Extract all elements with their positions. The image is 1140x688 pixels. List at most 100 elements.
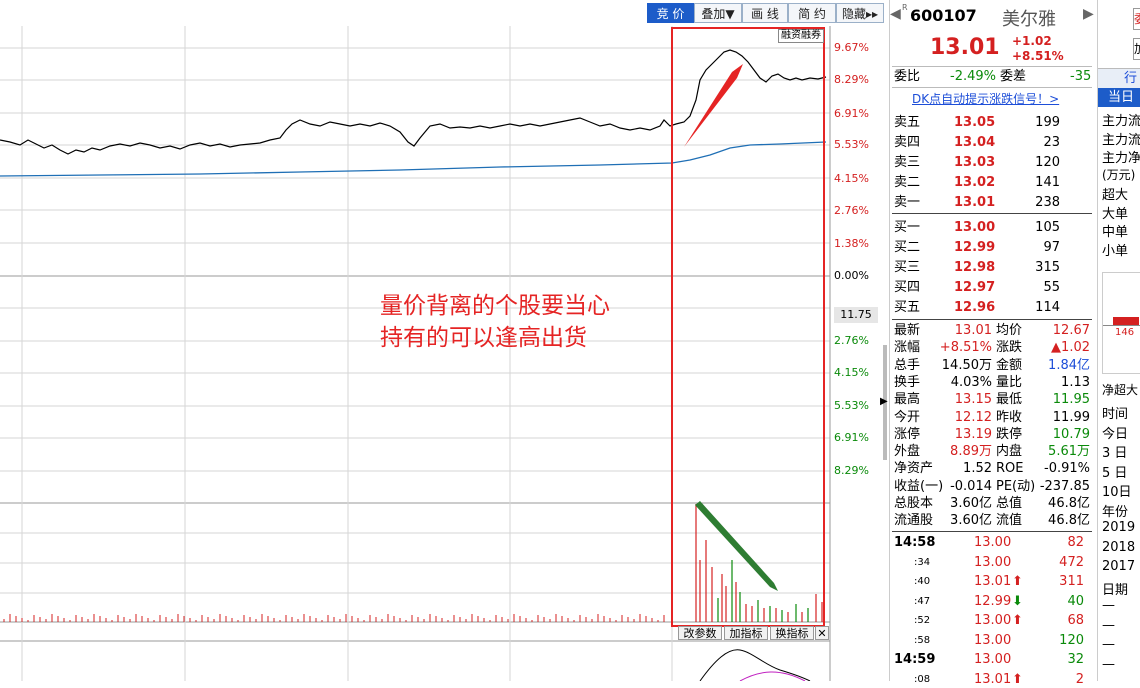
add-indicator-button[interactable]: 加指标	[724, 626, 768, 640]
stat-row: 涨停 13.19 跌停 10.79	[890, 426, 1097, 443]
order-price: 13.01	[954, 195, 996, 210]
dk-signal-link[interactable]: DK点自动提示涨跌信号！>	[912, 92, 1060, 106]
entrust-button[interactable]: 委	[1133, 8, 1140, 30]
order-volume: 141	[1035, 175, 1060, 190]
buy-order-row[interactable]: 买四 12.97 55	[890, 279, 1097, 296]
buy-order-row[interactable]: 买一 13.00 105	[890, 219, 1097, 236]
stat-value: 12.12	[954, 409, 992, 425]
tick-row: :40 13.01 ⬆ 311	[890, 573, 1097, 590]
tab-today[interactable]: 当日	[1098, 88, 1140, 107]
sell-order-row[interactable]: 卖四 13.04 23	[890, 134, 1097, 151]
period-item[interactable]: 日期	[1102, 582, 1129, 598]
order-price: 13.00	[954, 220, 996, 235]
period-item[interactable]: 5 日	[1102, 465, 1128, 481]
quote-panel: ◀ R 600107 美尔雅 ▶ 13.01 +1.02 +8.51% 委比 -…	[889, 0, 1097, 687]
stat-row: 最高 13.15 最低 11.95	[890, 391, 1097, 408]
annotation-line-1: 量价背离的个股要当心	[380, 293, 610, 319]
stat-value: 10.79	[1052, 426, 1090, 442]
fund-flow-item: 主力流	[1102, 114, 1140, 129]
period-item[interactable]: —	[1102, 676, 1115, 681]
indicator-curve	[699, 649, 811, 681]
order-volume: 23	[1043, 135, 1060, 150]
period-item[interactable]: —	[1102, 617, 1115, 633]
stat-value: 13.19	[954, 426, 992, 442]
intraday-chart[interactable]: 竞 价 叠加▼ 画 线 简 约 隐藏▸▸ 融资融券 9.67% 8.29% 6.…	[0, 0, 888, 681]
tick-direction-icon: ⬇	[1012, 593, 1023, 609]
tick-price: 13.00	[974, 535, 1012, 550]
chart-canvas[interactable]	[0, 0, 885, 681]
sell-order-row[interactable]: 卖五 13.05 199	[890, 114, 1097, 131]
tick-volume: 32	[1067, 652, 1084, 667]
period-item[interactable]: 今日	[1102, 426, 1129, 442]
order-volume: 120	[1035, 155, 1060, 170]
stat-value: -0.014	[950, 478, 992, 494]
order-volume: 315	[1035, 260, 1060, 275]
tick-price: 13.00	[974, 613, 1012, 628]
tick-volume: 2	[1075, 671, 1084, 687]
pct-label: 4.15%	[834, 172, 869, 185]
order-price: 12.97	[954, 280, 996, 295]
price-line	[0, 49, 827, 155]
sell-order-row[interactable]: 卖二 13.02 141	[890, 174, 1097, 191]
pct-label: 8.29%	[834, 73, 869, 86]
change-indicator-button[interactable]: 换指标	[770, 626, 814, 640]
order-volume: 97	[1043, 240, 1060, 255]
period-item[interactable]: —	[1102, 598, 1115, 613]
order-volume: 105	[1035, 220, 1060, 235]
net-super-large-label: 净超大	[1102, 383, 1139, 397]
period-item[interactable]: 2019	[1102, 520, 1136, 535]
weibi-row: 委比 -2.49% 委差 -35	[890, 68, 1097, 85]
prev-stock-arrow-icon[interactable]: ◀	[890, 6, 901, 22]
fund-flow-item: 主力流	[1102, 132, 1140, 148]
tick-time: :52	[914, 615, 931, 626]
hide-button[interactable]: 隐藏▸▸	[836, 3, 884, 23]
order-price: 12.98	[954, 260, 996, 275]
buy-order-row[interactable]: 买三 12.98 315	[890, 259, 1097, 276]
stat-label: 流通股	[894, 513, 934, 529]
pct-label: 4.15%	[834, 366, 869, 379]
period-item[interactable]: —	[1102, 656, 1115, 672]
annotation-line-2: 持有的可以逢高出货	[380, 325, 587, 351]
stat-value: 8.89万	[950, 444, 992, 460]
average-price-line	[0, 141, 827, 177]
period-item[interactable]: 年份	[1102, 504, 1129, 520]
collapse-arrow-icon[interactable]: ▶	[880, 396, 888, 407]
sell-order-row[interactable]: 卖一 13.01 238	[890, 194, 1097, 211]
period-item[interactable]: —	[1102, 637, 1115, 652]
period-item[interactable]: 2017	[1102, 559, 1136, 574]
tick-row: 14:58 13.00 82	[890, 534, 1097, 551]
next-stock-arrow-icon[interactable]: ▶	[1083, 6, 1094, 22]
splitter-handle[interactable]	[883, 345, 887, 460]
tick-volume: 40	[1067, 593, 1084, 609]
period-item[interactable]: 3 日	[1102, 446, 1128, 461]
tick-volume: 68	[1067, 613, 1084, 628]
stat-label: 总股本	[894, 496, 934, 511]
pct-label: 6.91%	[834, 107, 869, 120]
period-item[interactable]: 时间	[1102, 407, 1129, 422]
period-item[interactable]: 2018	[1102, 539, 1136, 555]
close-indicator-icon[interactable]: ✕	[815, 626, 829, 640]
order-volume: 114	[1035, 300, 1060, 315]
stat-row: 最新 13.01 均价 12.67	[890, 322, 1097, 339]
simple-button[interactable]: 简 约	[788, 3, 836, 23]
tick-price: 13.00	[974, 652, 1012, 667]
tick-volume: 311	[1059, 574, 1084, 589]
edit-params-button[interactable]: 改参数	[678, 626, 722, 640]
tick-time: :47	[914, 595, 931, 607]
draw-line-button[interactable]: 画 线	[742, 3, 788, 23]
tick-direction-icon: ⬆	[1012, 613, 1023, 628]
buy-order-row[interactable]: 买五 12.96 114	[890, 299, 1097, 316]
add-button[interactable]: 加	[1133, 38, 1140, 60]
buy-order-row[interactable]: 买二 12.99 97	[890, 239, 1097, 256]
pct-label: 2.76%	[834, 204, 869, 217]
tick-row: :34 13.00 472	[890, 554, 1097, 571]
period-item[interactable]: 10日	[1102, 485, 1132, 500]
tab-market[interactable]: 行情	[1098, 68, 1140, 106]
tick-price: 13.00	[974, 632, 1012, 648]
stat-value: 5.61万	[1048, 444, 1090, 460]
bid-button[interactable]: 竞 价	[647, 3, 694, 23]
fund-flow-item: 主力净	[1102, 151, 1140, 166]
fund-flow-item: 超大	[1102, 188, 1129, 203]
sell-order-row[interactable]: 卖三 13.03 120	[890, 154, 1097, 171]
overlay-button[interactable]: 叠加▼	[694, 3, 742, 23]
